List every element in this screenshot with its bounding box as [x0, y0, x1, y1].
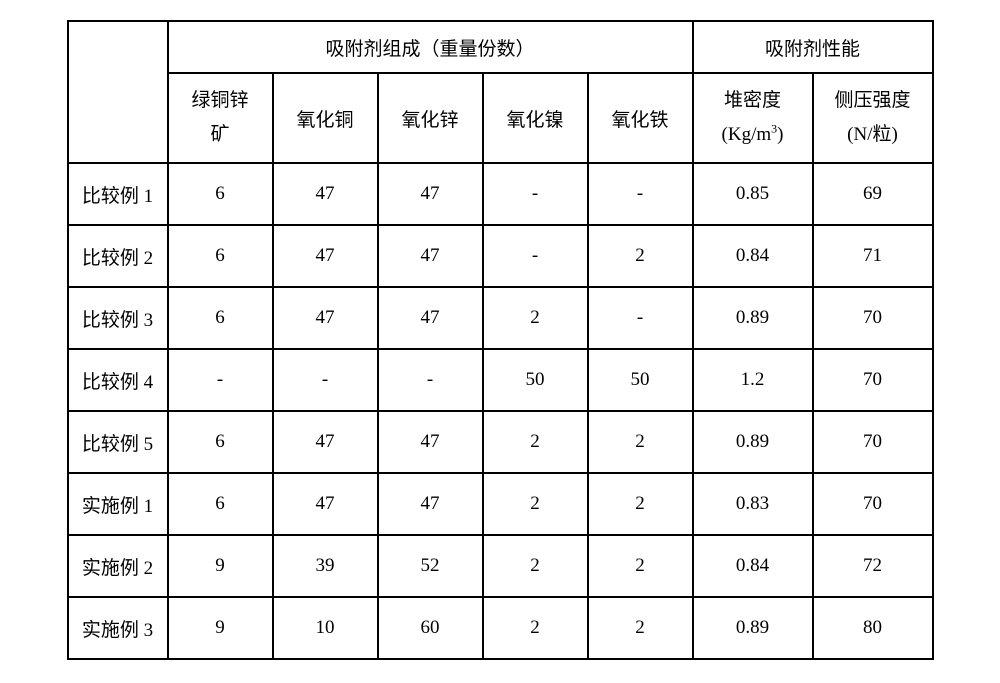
table-row: 实施例 3 9 10 60 2 2 0.89 80: [68, 597, 933, 659]
cell-c6: 0.89: [693, 597, 813, 659]
cell-c7: 71: [813, 225, 933, 287]
row-label: 比较例 3: [68, 287, 168, 349]
subheader-strength-l1: 侧压强度: [834, 90, 910, 111]
cell-c3: 60: [378, 597, 483, 659]
cell-c3: 47: [378, 287, 483, 349]
subheader-crush-strength: 侧压强度 (N/粒): [813, 73, 933, 163]
row-label: 实施例 3: [68, 597, 168, 659]
cell-c3: 47: [378, 225, 483, 287]
cell-c7: 70: [813, 349, 933, 411]
table-row: 比较例 5 6 47 47 2 2 0.89 70: [68, 411, 933, 473]
adsorbent-data-table: 吸附剂组成（重量份数） 吸附剂性能 绿铜锌 矿 氧化铜 氧化锌 氧化镍 氧化铁 …: [67, 20, 934, 660]
subheader-zinc-oxide: 氧化锌: [378, 73, 483, 163]
cell-c3: 47: [378, 473, 483, 535]
cell-c7: 80: [813, 597, 933, 659]
row-label: 比较例 5: [68, 411, 168, 473]
cell-c1: 9: [168, 597, 273, 659]
cell-c6: 0.85: [693, 163, 813, 225]
row-label: 实施例 1: [68, 473, 168, 535]
cell-c4: 2: [483, 597, 588, 659]
cell-c6: 0.89: [693, 287, 813, 349]
subheader-copper-oxide: 氧化铜: [273, 73, 378, 163]
cell-c5: -: [588, 287, 693, 349]
cell-c7: 70: [813, 473, 933, 535]
cell-c2: 39: [273, 535, 378, 597]
cell-c3: 47: [378, 163, 483, 225]
table-row: 比较例 1 6 47 47 - - 0.85 69: [68, 163, 933, 225]
subheader-bulk-density: 堆密度 (Kg/m3): [693, 73, 813, 163]
cell-c1: 9: [168, 535, 273, 597]
cell-c6: 0.83: [693, 473, 813, 535]
cell-c4: 2: [483, 287, 588, 349]
cell-c5: 2: [588, 473, 693, 535]
cell-c5: -: [588, 163, 693, 225]
table-row: 实施例 2 9 39 52 2 2 0.84 72: [68, 535, 933, 597]
cell-c6: 1.2: [693, 349, 813, 411]
row-label: 比较例 2: [68, 225, 168, 287]
cell-c2: 10: [273, 597, 378, 659]
cell-c4: 2: [483, 535, 588, 597]
subheader-aurichalcite-l1: 绿铜锌: [191, 90, 248, 111]
table-row: 实施例 1 6 47 47 2 2 0.83 70: [68, 473, 933, 535]
cell-c2: 47: [273, 225, 378, 287]
cell-c6: 0.84: [693, 225, 813, 287]
cell-c4: 2: [483, 473, 588, 535]
cell-c3: -: [378, 349, 483, 411]
subheader-aurichalcite-l2: 矿: [210, 124, 229, 145]
cell-c5: 2: [588, 535, 693, 597]
cell-c1: 6: [168, 473, 273, 535]
cell-c4: -: [483, 163, 588, 225]
cell-c6: 0.89: [693, 411, 813, 473]
subheader-nickel-oxide: 氧化镍: [483, 73, 588, 163]
cell-c1: 6: [168, 411, 273, 473]
subheader-density-l2-post: ): [777, 124, 783, 145]
cell-c4: -: [483, 225, 588, 287]
performance-header: 吸附剂性能: [693, 21, 933, 73]
corner-cell: [68, 21, 168, 163]
cell-c4: 50: [483, 349, 588, 411]
cell-c2: 47: [273, 287, 378, 349]
cell-c1: -: [168, 349, 273, 411]
cell-c2: 47: [273, 411, 378, 473]
cell-c1: 6: [168, 163, 273, 225]
cell-c5: 2: [588, 225, 693, 287]
cell-c5: 2: [588, 411, 693, 473]
cell-c1: 6: [168, 287, 273, 349]
header-group-row: 吸附剂组成（重量份数） 吸附剂性能: [68, 21, 933, 73]
cell-c7: 70: [813, 411, 933, 473]
cell-c7: 69: [813, 163, 933, 225]
subheader-iron-oxide: 氧化铁: [588, 73, 693, 163]
subheader-density-l1: 堆密度: [724, 90, 781, 111]
cell-c6: 0.84: [693, 535, 813, 597]
cell-c3: 52: [378, 535, 483, 597]
subheader-density-l2-pre: (Kg/m: [722, 124, 772, 145]
cell-c5: 2: [588, 597, 693, 659]
composition-header: 吸附剂组成（重量份数）: [168, 21, 693, 73]
cell-c2: 47: [273, 163, 378, 225]
table-row: 比较例 3 6 47 47 2 - 0.89 70: [68, 287, 933, 349]
cell-c2: 47: [273, 473, 378, 535]
subheader-strength-l2: (N/粒): [847, 124, 898, 145]
cell-c4: 2: [483, 411, 588, 473]
row-label: 实施例 2: [68, 535, 168, 597]
row-label: 比较例 4: [68, 349, 168, 411]
cell-c2: -: [273, 349, 378, 411]
cell-c3: 47: [378, 411, 483, 473]
cell-c7: 72: [813, 535, 933, 597]
subheader-row: 绿铜锌 矿 氧化铜 氧化锌 氧化镍 氧化铁 堆密度 (Kg/m3) 侧压强度 (…: [68, 73, 933, 163]
row-label: 比较例 1: [68, 163, 168, 225]
subheader-aurichalcite: 绿铜锌 矿: [168, 73, 273, 163]
table-row: 比较例 4 - - - 50 50 1.2 70: [68, 349, 933, 411]
cell-c1: 6: [168, 225, 273, 287]
cell-c5: 50: [588, 349, 693, 411]
cell-c7: 70: [813, 287, 933, 349]
table-row: 比较例 2 6 47 47 - 2 0.84 71: [68, 225, 933, 287]
